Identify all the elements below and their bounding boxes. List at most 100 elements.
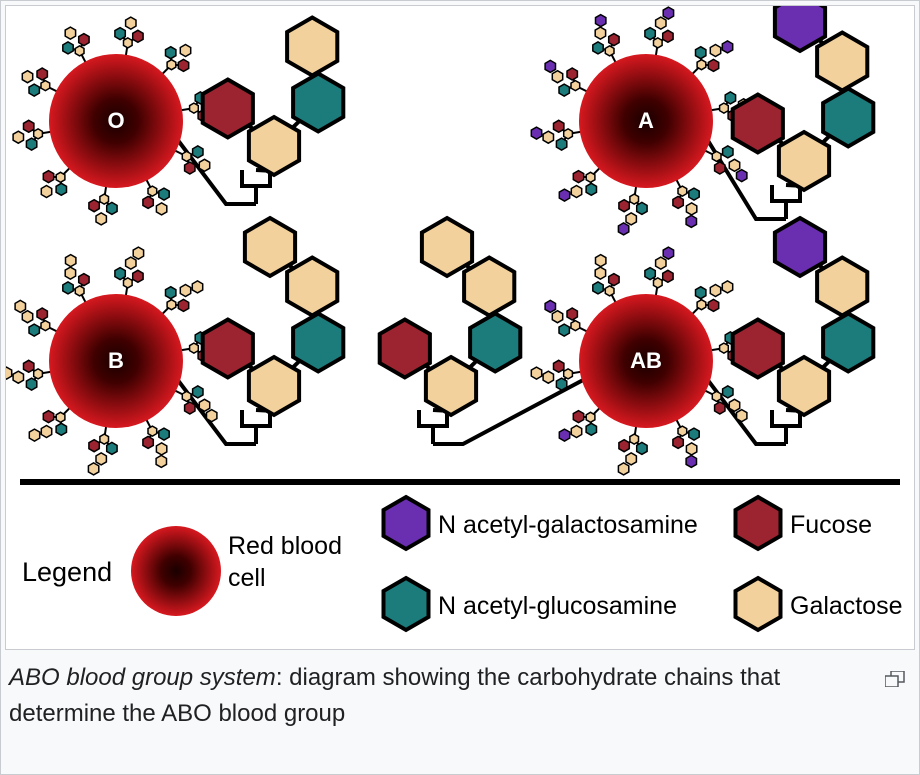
- antigen-hex: [567, 68, 577, 80]
- antigen-hex: [654, 38, 663, 48]
- terminal-hex: [245, 218, 295, 276]
- antigen-hex: [571, 426, 581, 438]
- antigen-hex: [89, 200, 99, 212]
- antigen-hex: [596, 255, 606, 267]
- legend-item-label: Galactose: [790, 592, 903, 620]
- galactose-hex: [249, 117, 299, 175]
- antigen-hex: [573, 411, 583, 423]
- antigen-hex: [737, 170, 747, 182]
- figure-caption: ABO blood group system: diagram showing …: [5, 650, 915, 732]
- antigen-hex: [573, 171, 583, 183]
- antigen-hex: [124, 38, 133, 48]
- antigen-hex: [124, 278, 133, 288]
- antigen-hex: [26, 138, 36, 150]
- nacetyl-glucosamine-hex: [823, 314, 873, 372]
- antigen-hex: [656, 257, 666, 269]
- antigen-hex: [15, 300, 25, 312]
- antigen-hex: [29, 429, 39, 441]
- caption-italic: ABO blood group system: [9, 664, 276, 691]
- antigen-hex: [725, 92, 735, 104]
- antigen-hex: [207, 410, 217, 422]
- antigen-hex: [156, 443, 166, 455]
- terminal-hex: [422, 218, 472, 276]
- antigen-hex: [115, 268, 125, 280]
- legend-hex: [384, 497, 429, 549]
- antigen-hex: [619, 440, 629, 452]
- antigen-hex: [41, 186, 51, 198]
- antigen-hex: [543, 371, 553, 383]
- antigen-hex: [559, 429, 569, 441]
- antigen-hex: [34, 129, 43, 139]
- antigen-hex: [190, 343, 199, 353]
- antigen-hex: [24, 360, 34, 372]
- antigen-hex: [696, 47, 706, 59]
- blood-type-label: O: [107, 108, 124, 133]
- antigen-hex: [673, 436, 683, 448]
- antigen-hex: [586, 423, 596, 435]
- antigen-hex: [34, 369, 43, 379]
- antigen-hex: [37, 308, 47, 320]
- terminal-hex: [775, 218, 825, 276]
- antigen-hex: [663, 30, 673, 42]
- antigen-hex: [43, 171, 53, 183]
- antigen-hex: [79, 34, 89, 46]
- antigen-hex: [126, 17, 136, 29]
- antigen-hex: [133, 30, 143, 42]
- antigen-hex: [65, 27, 75, 39]
- antigen-hex: [133, 247, 143, 259]
- antigen-hex: [26, 378, 36, 390]
- antigen-hex: [722, 41, 732, 53]
- antigen-hex: [156, 203, 166, 215]
- antigen-hex: [619, 200, 629, 212]
- antigen-hex: [180, 45, 190, 57]
- antigen-hex: [63, 282, 73, 294]
- antigen-hex: [586, 172, 595, 182]
- antigen-hex: [645, 28, 655, 40]
- antigen-hex: [22, 71, 32, 83]
- antigen-hex: [66, 255, 76, 267]
- galactose-hex: [779, 132, 829, 190]
- galactose-hex: [287, 258, 337, 316]
- fucose-hex: [733, 320, 783, 378]
- antigen-hex: [89, 440, 99, 452]
- antigen-hex: [148, 186, 157, 196]
- antigen-hex: [56, 172, 65, 182]
- antigen-hex: [543, 131, 553, 143]
- antigen-hex: [605, 46, 614, 56]
- antigen-hex: [715, 162, 725, 174]
- antigen-hex: [22, 311, 32, 323]
- legend-rbc-label: cell: [228, 564, 266, 592]
- antigen-hex: [133, 270, 143, 282]
- antigen-hex: [178, 59, 188, 71]
- antigen-hex: [595, 267, 605, 279]
- antigen-hex: [531, 367, 541, 379]
- antigen-hex: [190, 103, 199, 113]
- galactose-hex: [249, 357, 299, 415]
- figure-inner: OABABLegendRed bloodcellN acetyl-galacto…: [5, 5, 915, 650]
- antigen-hex: [193, 146, 203, 158]
- enlarge-icon[interactable]: [885, 662, 905, 698]
- legend-item-label: N acetyl-galactosamine: [438, 511, 698, 539]
- antigen-hex: [720, 103, 729, 113]
- antigen-hex: [654, 278, 663, 288]
- antigen-hex: [531, 127, 541, 139]
- antigen-hex: [678, 426, 687, 436]
- antigen-hex: [556, 378, 566, 390]
- antigen-hex: [559, 84, 569, 96]
- blood-type-label: AB: [630, 348, 662, 373]
- antigen-hex: [689, 428, 699, 440]
- antigen-hex: [166, 47, 176, 59]
- antigen-hex: [564, 129, 573, 139]
- antigen-hex: [159, 428, 169, 440]
- antigen-hex: [618, 463, 628, 475]
- nacetyl-glucosamine-hex: [293, 314, 343, 372]
- antigen-hex: [180, 285, 190, 297]
- antigen-hex: [96, 213, 106, 225]
- antigen-hex: [663, 270, 673, 282]
- antigen-hex: [663, 7, 673, 19]
- antigen-hex: [552, 311, 562, 323]
- legend-title: Legend: [22, 557, 112, 587]
- antigen-hex: [712, 391, 721, 401]
- antigen-hex: [637, 202, 647, 214]
- blood-type-label: B: [108, 348, 124, 373]
